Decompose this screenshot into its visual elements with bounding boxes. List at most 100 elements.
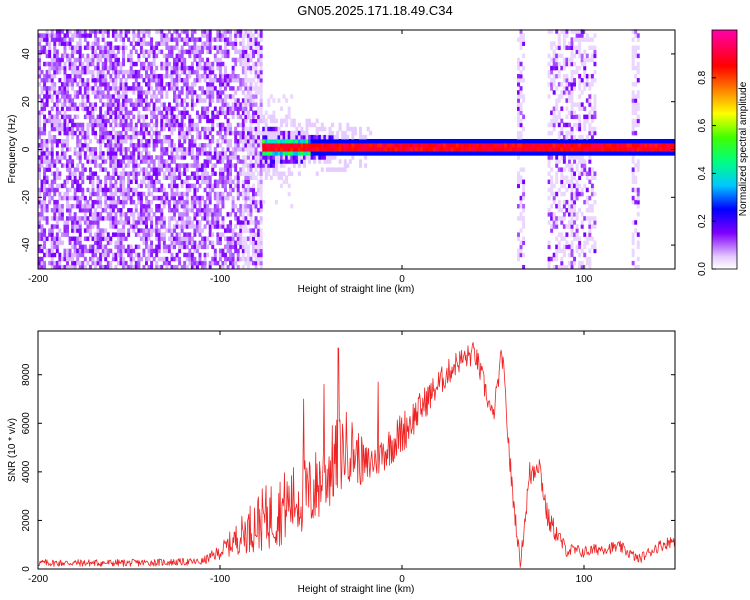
- heatmap-cell: [341, 130, 345, 136]
- heatmap-cell: [132, 151, 136, 156]
- heatmap-cell: [259, 187, 263, 193]
- heatmap-cell: [104, 216, 108, 221]
- heatmap-cell: [66, 224, 69, 229]
- heatmap-cell: [180, 183, 184, 189]
- heatmap-cell: [86, 175, 90, 181]
- heatmap-cell: [109, 57, 113, 63]
- heatmap-cell: [567, 61, 571, 67]
- heatmap-cell: [55, 94, 59, 99]
- heatmap-cell: [53, 208, 57, 213]
- heatmap-cell: [104, 126, 108, 132]
- heatmap-cell: [555, 155, 559, 160]
- heatmap-cell: [216, 203, 220, 209]
- heatmap-cell: [188, 216, 192, 221]
- heatmap-cell: [76, 240, 80, 246]
- heatmap-cell: [91, 175, 95, 181]
- heatmap-cell: [109, 106, 113, 111]
- heatmap-cell: [68, 94, 72, 99]
- heatmap-cell: [343, 167, 347, 172]
- heatmap-cell: [226, 191, 230, 197]
- heatmap-cell: [631, 187, 635, 193]
- heatmap-cell: [73, 187, 77, 193]
- heatmap-cell: [254, 102, 258, 107]
- heatmap-cell: [160, 86, 164, 91]
- heatmap-cell: [63, 110, 67, 115]
- heatmap-cell: [580, 248, 584, 254]
- heatmap-cell: [341, 134, 345, 140]
- heatmap-cell: [394, 138, 398, 144]
- heatmap-cell: [109, 264, 113, 270]
- heatmap-cell: [165, 114, 169, 120]
- heatmap-cell: [506, 151, 510, 156]
- heatmap-cell: [190, 171, 194, 176]
- heatmap-cell: [269, 143, 273, 148]
- heatmap-cell: [173, 171, 176, 176]
- heatmap-cell: [50, 78, 54, 83]
- heatmap-cell: [259, 114, 263, 120]
- heatmap-cell: [213, 183, 217, 189]
- heatmap-cell: [550, 228, 554, 233]
- heatmap-cell: [96, 41, 100, 46]
- heatmap-cell: [162, 73, 166, 79]
- heatmap-cell: [83, 167, 87, 172]
- heatmap-cell: [53, 187, 57, 193]
- heatmap-cell: [305, 155, 309, 160]
- heatmap-cell: [38, 130, 41, 136]
- heatmap-cell: [621, 151, 625, 156]
- heatmap-cell: [165, 260, 169, 266]
- heatmap-cell: [519, 110, 523, 115]
- heatmap-cell: [560, 248, 564, 254]
- heatmap-cell: [142, 78, 146, 83]
- heatmap-cell: [636, 256, 640, 262]
- heatmap-cell: [208, 126, 212, 132]
- heatmap-cell: [445, 147, 449, 152]
- heatmap-cell: [254, 244, 258, 250]
- heatmap-cell: [124, 78, 128, 83]
- heatmap-cell: [122, 187, 126, 193]
- heatmap-cell: [555, 53, 559, 59]
- heatmap-cell: [99, 118, 103, 124]
- heatmap-cell: [190, 138, 194, 144]
- heatmap-cell: [167, 102, 171, 107]
- heatmap-cell: [221, 264, 225, 270]
- heatmap-cell: [71, 252, 75, 258]
- heatmap-cell: [315, 130, 319, 136]
- heatmap-cell: [134, 187, 138, 193]
- heatmap-cell: [236, 236, 240, 241]
- heatmap-cell: [252, 183, 255, 189]
- heatmap-cell: [254, 208, 258, 213]
- heatmap-cell: [208, 41, 212, 46]
- heatmap-cell: [328, 143, 332, 148]
- heatmap-cell: [504, 143, 508, 148]
- heatmap-cell: [206, 183, 210, 189]
- heatmap-cell: [129, 155, 133, 160]
- heatmap-cell: [76, 155, 80, 160]
- heatmap-cell: [570, 252, 574, 258]
- heatmap-cell: [221, 122, 225, 128]
- heatmap-cell: [629, 151, 633, 156]
- heatmap-cell: [188, 138, 192, 144]
- heatmap-cell: [78, 224, 82, 229]
- heatmap-cell: [226, 256, 230, 262]
- heatmap-cell: [173, 228, 176, 233]
- heatmap-cell: [55, 216, 59, 221]
- heatmap-cell: [565, 86, 569, 91]
- heatmap-cell: [590, 187, 594, 193]
- heatmap-cell: [40, 216, 44, 221]
- heatmap-cell: [239, 228, 243, 233]
- heatmap-cell: [165, 256, 169, 262]
- heatmap-cell: [155, 138, 159, 144]
- heatmap-cell: [567, 159, 571, 164]
- heatmap-cell: [58, 37, 62, 42]
- heatmap-cell: [119, 208, 123, 213]
- heatmap-cell: [624, 143, 627, 148]
- heatmap-cell: [244, 29, 248, 34]
- heatmap-cell: [119, 216, 123, 221]
- heatmap-cell: [287, 110, 291, 115]
- heatmap-cell: [552, 118, 556, 124]
- heatmap-cell: [55, 248, 59, 254]
- heatmap-cell: [96, 57, 100, 63]
- heatmap-cell: [99, 216, 103, 221]
- heatmap-cell: [111, 118, 115, 124]
- heatmap-cell: [50, 240, 54, 246]
